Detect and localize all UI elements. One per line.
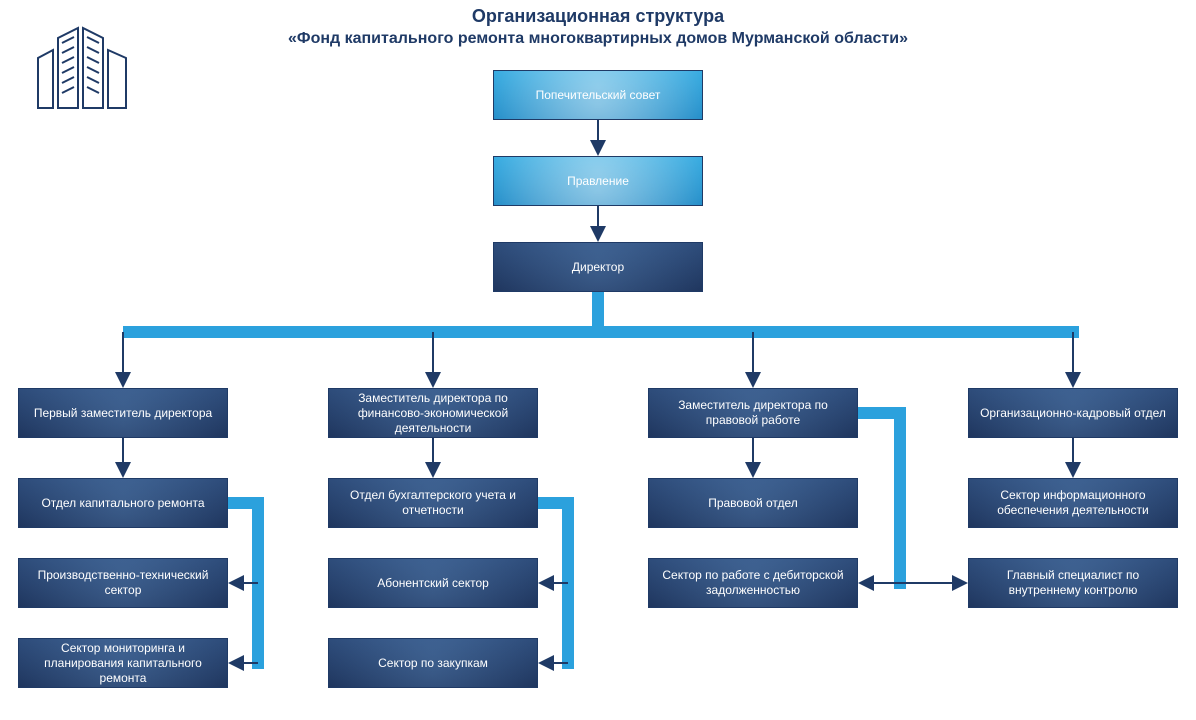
org-node-n17: Главный специалист по внутреннему контро… <box>968 558 1178 608</box>
org-node-n2: Правление <box>493 156 703 206</box>
org-node-label: Организационно-кадровый отдел <box>980 406 1166 421</box>
org-node-n7: Организационно-кадровый отдел <box>968 388 1178 438</box>
brand-logo <box>18 18 148 118</box>
org-node-label: Производственно-технический сектор <box>27 568 219 598</box>
org-node-n11: Отдел бухгалтерского учета и отчетности <box>328 478 538 528</box>
org-node-n8: Отдел капитального ремонта <box>18 478 228 528</box>
org-node-label: Правление <box>567 174 629 189</box>
org-node-label: Заместитель директора по финансово-эконо… <box>337 391 529 436</box>
title-line-2: «Фонд капитального ремонта многоквартирн… <box>0 30 1196 48</box>
org-node-label: Сектор по закупкам <box>378 656 488 671</box>
org-node-label: Абонентский сектор <box>377 576 489 591</box>
org-node-n9: Производственно-технический сектор <box>18 558 228 608</box>
org-node-label: Первый заместитель директора <box>34 406 212 421</box>
org-node-n10: Сектор мониторинга и планирования капита… <box>18 638 228 688</box>
org-node-label: Заместитель директора по правовой работе <box>657 398 849 428</box>
org-node-n4: Первый заместитель директора <box>18 388 228 438</box>
org-node-n3: Директор <box>493 242 703 292</box>
org-node-n1: Попечительский совет <box>493 70 703 120</box>
org-node-n16: Сектор информационного обеспечения деяте… <box>968 478 1178 528</box>
org-node-label: Сектор информационного обеспечения деяте… <box>977 488 1169 518</box>
org-node-label: Директор <box>572 260 624 275</box>
org-node-n15: Сектор по работе с дебиторской задолженн… <box>648 558 858 608</box>
org-node-label: Сектор по работе с дебиторской задолженн… <box>657 568 849 598</box>
org-node-n14: Правовой отдел <box>648 478 858 528</box>
org-node-label: Сектор мониторинга и планирования капита… <box>27 641 219 686</box>
org-node-n6: Заместитель директора по правовой работе <box>648 388 858 438</box>
org-node-label: Правовой отдел <box>708 496 798 511</box>
org-node-label: Попечительский совет <box>536 88 661 103</box>
org-node-label: Отдел капитального ремонта <box>41 496 204 511</box>
title-line-1: Организационная структура <box>0 6 1196 27</box>
org-node-label: Отдел бухгалтерского учета и отчетности <box>337 488 529 518</box>
org-node-n13: Сектор по закупкам <box>328 638 538 688</box>
org-node-n12: Абонентский сектор <box>328 558 538 608</box>
org-node-label: Главный специалист по внутреннему контро… <box>977 568 1169 598</box>
org-node-n5: Заместитель директора по финансово-эконо… <box>328 388 538 438</box>
